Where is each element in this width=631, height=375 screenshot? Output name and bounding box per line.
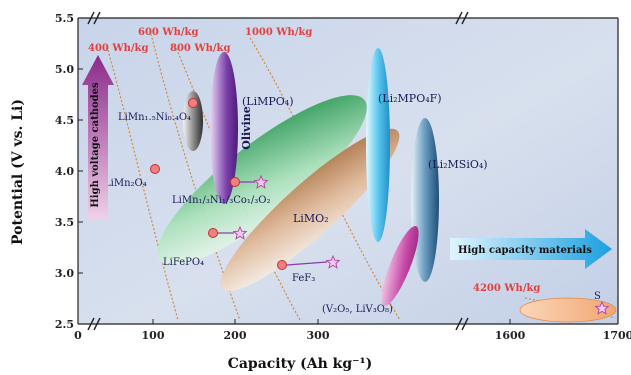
high-capacity-arrow: High capacity materials	[450, 229, 612, 269]
break-top-right-1	[455, 11, 463, 25]
marker-limn-ni-co	[230, 177, 240, 187]
energy-label-400: 400 Wh/kg	[88, 43, 148, 54]
material-label-fef3: FeF₃	[292, 273, 315, 284]
material-label-limn-ni-co: LiMn₁/₃Ni₁/₃Co₁/₃O₂	[172, 195, 271, 206]
star-limn-ni-co	[253, 174, 269, 189]
region-label-limo2: LiMO₂	[293, 212, 329, 225]
material-label-limn15ni04o4: LiMn₁.₅Ni₀.₄O₄	[118, 112, 191, 123]
energy-label-1000: 1000 Wh/kg	[245, 27, 312, 38]
curve-400	[107, 49, 179, 321]
x-tick-label-100: 100	[142, 329, 165, 342]
star-lifepo4	[232, 225, 248, 240]
high-voltage-arrow: High voltage cathodes	[82, 55, 114, 220]
break-bottom-right-1	[455, 317, 463, 331]
high-capacity-arrow-shape	[450, 229, 612, 269]
y-tick-label-4: 4.0	[55, 165, 74, 178]
break-bottom-left-2	[93, 317, 101, 331]
y-axis-title: Potential (V vs. Li)	[10, 99, 26, 245]
region-v2o5	[381, 225, 419, 307]
region-li2mpo4f	[366, 48, 390, 242]
region-label-olivine: Olivine	[240, 106, 253, 150]
material-label-sulfur: S	[594, 291, 601, 302]
marker-fef3	[277, 260, 287, 270]
region-limn15ni04o4	[183, 91, 203, 151]
high-voltage-arrow-label: High voltage cathodes	[90, 82, 101, 208]
x-axis-title: Capacity (Ah kg⁻¹)	[228, 356, 373, 372]
x-tick-label-300: 300	[307, 329, 330, 342]
region-li2msio4	[411, 118, 439, 282]
marker-limn15ni04o4	[188, 98, 198, 108]
region-label-li2msio4: (Li₂MSiO₄)	[428, 158, 488, 171]
curve-800	[174, 44, 301, 321]
marker-limn2o4	[150, 164, 160, 174]
x-tick-label-0: 0	[74, 329, 82, 342]
region-olivine	[210, 52, 238, 204]
high-voltage-arrow-shape	[82, 55, 114, 220]
arrow-fef3	[286, 261, 328, 266]
high-capacity-arrow-label: High capacity materials	[458, 245, 592, 256]
region-sulfur	[519, 297, 617, 323]
y-tick-label-5.5: 5.5	[55, 12, 74, 25]
y-tick-label-3.5: 3.5	[55, 216, 74, 229]
star-sulfur	[594, 300, 610, 315]
x-tick-label-1700: 1700	[603, 329, 631, 342]
curve-600	[149, 29, 241, 321]
x-tick-label-1600: 1600	[495, 329, 526, 342]
energy-label-4200: 4200 Wh/kg	[473, 283, 540, 294]
energy-label-600: 600 Wh/kg	[138, 27, 198, 38]
x-tick-label-200: 200	[224, 329, 247, 342]
y-tick-label-5: 5.0	[55, 63, 74, 76]
material-label-lifepo4: LiFePO₄	[163, 257, 204, 268]
break-top-right-2	[461, 11, 469, 25]
axis-breaks	[87, 11, 469, 331]
material-label-limn2o4: LiMn₂O₄	[104, 178, 147, 189]
regions	[157, 48, 617, 323]
tick-labels: 0 100 200 300 1600 1700 2.5 3.0 3.5 4.0 4.5 5.0 5.5	[55, 12, 631, 342]
break-bottom-left-1	[87, 317, 95, 331]
ticks	[77, 17, 619, 325]
break-top-left-1	[87, 11, 95, 25]
break-top-left-2	[93, 11, 101, 25]
material-label-v2o5: (V₂O₅, LiV₃O₈)	[322, 304, 393, 315]
y-tick-label-2.5: 2.5	[55, 318, 74, 331]
region-label-limpo4: (LiMPO₄)	[242, 95, 294, 108]
star-fef3	[325, 254, 341, 269]
region-label-li2mpo4f: (Li₂MPO₄F)	[378, 92, 442, 105]
y-tick-label-3: 3.0	[55, 267, 74, 280]
marker-lifepo4	[208, 228, 218, 238]
markers	[150, 98, 610, 315]
region-limo2	[220, 128, 400, 292]
break-bottom-right-2	[461, 317, 469, 331]
energy-label-800: 800 Wh/kg	[170, 43, 230, 54]
y-tick-label-4.5: 4.5	[55, 114, 74, 127]
